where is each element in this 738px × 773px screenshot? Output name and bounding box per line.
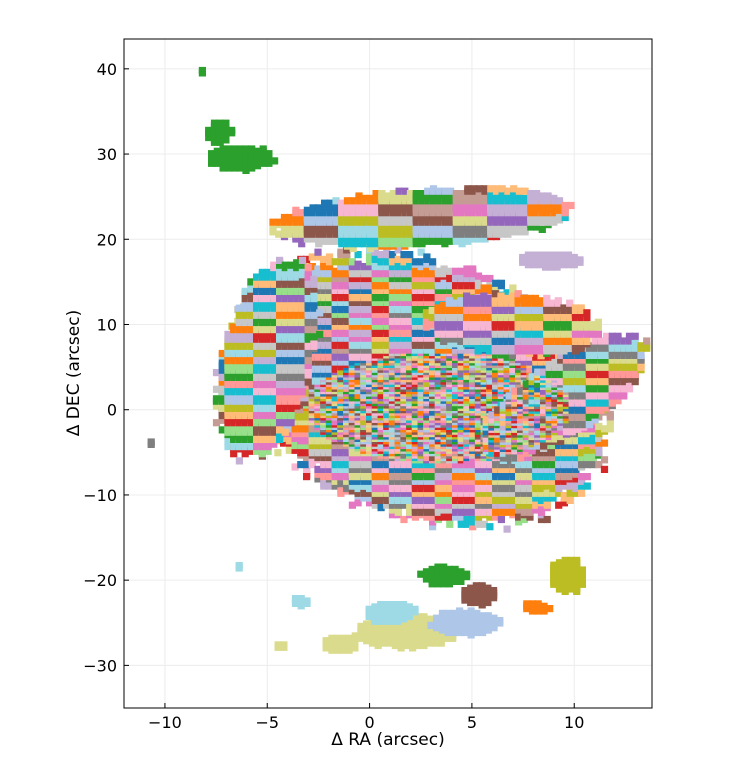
- bin-point: [314, 249, 321, 256]
- bin-point: [406, 251, 413, 258]
- bin-point: [274, 449, 281, 456]
